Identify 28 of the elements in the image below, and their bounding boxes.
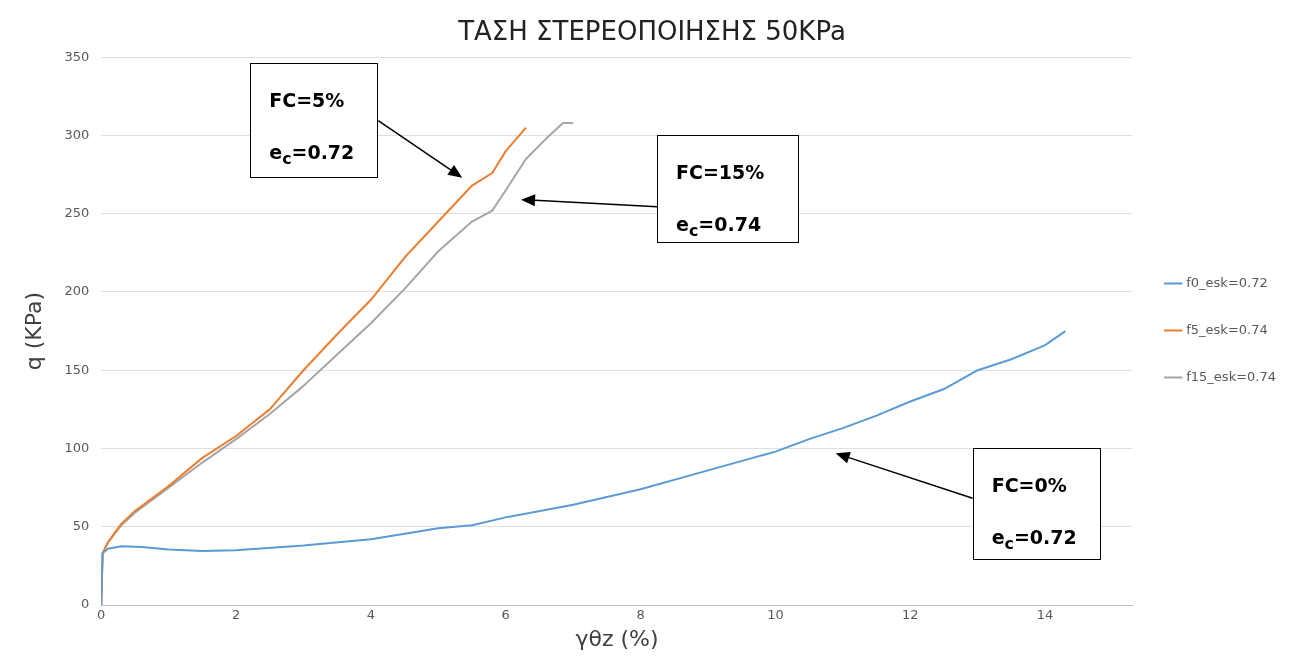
y-tick-label: 50 [72, 518, 90, 534]
y-tick-label: 350 [64, 48, 90, 64]
y-tick-label: 200 [64, 283, 90, 299]
y-tick-label: 150 [64, 361, 90, 377]
annotation: e$_{c}$=0.72 [991, 525, 1078, 556]
y-axis-title: q (KPa) [20, 291, 46, 371]
x-tick-label: 4 [366, 607, 376, 623]
x-axis-title: γθz (%) [575, 625, 659, 651]
annotation: e$_{c}$=0.72 [269, 139, 356, 170]
legend-label: f0_esk=0.72 [1186, 274, 1268, 290]
x-tick-label: 8 [636, 607, 645, 623]
legend-label: f15_esk=0.74 [1186, 368, 1277, 384]
chart-title: ΤΑΣΗ ΣΤΕΡΕΟΠΟΙΗΣΗΣ 50KPa [457, 16, 846, 47]
legend-label: f5_esk=0.74 [1186, 321, 1268, 337]
annotation: FC=5% [269, 87, 346, 113]
x-tick-label: 10 [767, 607, 784, 623]
y-tick-label: 250 [64, 205, 90, 221]
y-tick-label: 100 [64, 439, 90, 455]
annotation: FC=0% [991, 473, 1068, 499]
y-tick-label: 300 [64, 126, 90, 142]
annotation: FC=15% [676, 159, 766, 185]
x-tick-label: 0 [97, 607, 106, 623]
x-tick-label: 2 [231, 607, 241, 623]
annotation: e$_{c}$=0.74 [676, 211, 763, 242]
y-tick-label: 0 [80, 596, 90, 612]
x-tick-label: 12 [901, 607, 919, 623]
x-tick-label: 6 [501, 607, 510, 623]
x-tick-label: 14 [1036, 607, 1054, 623]
